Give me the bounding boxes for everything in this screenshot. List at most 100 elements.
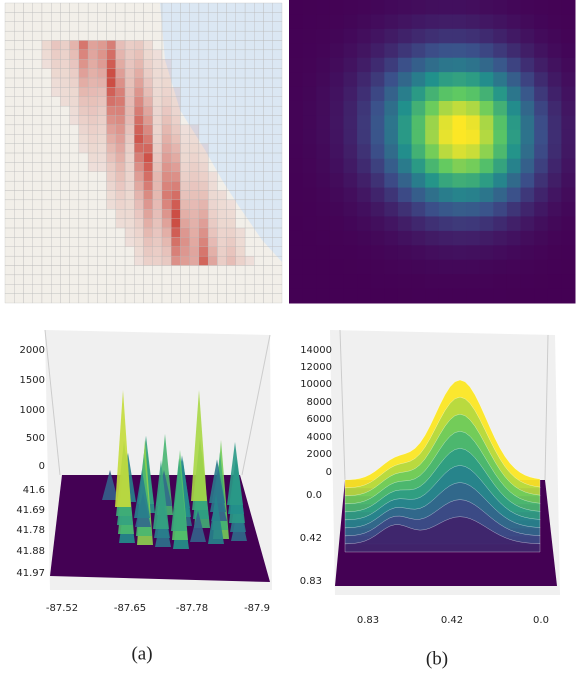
heat-cell xyxy=(302,202,317,217)
heat-cell xyxy=(493,216,508,232)
z-tick-label: 500 xyxy=(26,433,45,444)
map-cell xyxy=(152,152,163,163)
heat-cell xyxy=(438,259,453,275)
map-cell xyxy=(143,59,153,69)
heat-cell xyxy=(520,144,535,160)
map-cell xyxy=(161,209,172,219)
map-cell xyxy=(244,255,255,266)
heat-cell xyxy=(425,216,440,232)
heat-cell xyxy=(438,288,453,304)
map-cell xyxy=(171,190,181,201)
heat-cell xyxy=(289,115,304,131)
heat-cell xyxy=(384,274,399,290)
heat-cell xyxy=(329,14,344,30)
map-cell xyxy=(51,77,61,88)
heat-cell xyxy=(357,57,372,73)
heat-cell xyxy=(357,202,372,217)
map-cell xyxy=(124,180,135,191)
heat-cell xyxy=(534,144,549,160)
map-cell xyxy=(189,171,200,182)
map-cell xyxy=(69,68,80,79)
heat-cell xyxy=(411,288,426,304)
heat-cell xyxy=(302,115,317,131)
heat-cell xyxy=(479,173,494,189)
heat-cell xyxy=(547,101,562,116)
heat-cell xyxy=(534,216,549,232)
heat-cell xyxy=(561,144,576,160)
map-cell xyxy=(51,59,61,69)
heat-cell xyxy=(302,72,317,88)
heat-cell xyxy=(506,245,522,261)
heat-cell xyxy=(289,187,304,203)
map-cell xyxy=(143,171,153,182)
heat-cell xyxy=(411,115,426,131)
heat-cell xyxy=(520,245,535,261)
heat-cell xyxy=(425,57,440,73)
map-cell xyxy=(226,227,236,238)
z-tick-label: 1000 xyxy=(20,405,45,416)
heat-cell xyxy=(329,259,344,275)
heat-cell xyxy=(329,144,344,160)
x-tick-label: -87.9 xyxy=(244,603,270,614)
map-cell xyxy=(189,246,200,257)
map-cell xyxy=(115,134,126,144)
heat-cell xyxy=(397,43,413,59)
heat-cell xyxy=(493,14,508,30)
heat-cell xyxy=(479,57,494,73)
map-cell xyxy=(171,115,181,126)
map-cell xyxy=(106,162,116,172)
map-cell xyxy=(217,190,227,201)
map-cell xyxy=(97,87,107,97)
heat-cell xyxy=(329,288,344,304)
heat-cell xyxy=(506,0,522,15)
heat-cell xyxy=(370,216,385,232)
map-cell xyxy=(207,227,218,238)
heat-cell xyxy=(370,158,385,174)
heat-cell xyxy=(534,288,549,304)
map-cell xyxy=(106,190,116,201)
map-cell xyxy=(152,218,163,229)
map-cell xyxy=(134,227,144,238)
map-cell xyxy=(161,171,172,182)
map-cell xyxy=(124,209,135,219)
heat-cell xyxy=(452,115,467,131)
map-cell xyxy=(124,227,135,238)
map-cell xyxy=(87,115,98,126)
heat-cell xyxy=(289,158,304,174)
heat-cell xyxy=(384,288,399,304)
heat-cell xyxy=(425,0,440,15)
heat-cell xyxy=(411,230,426,246)
map-cell xyxy=(189,124,200,135)
heat-cell xyxy=(547,86,562,102)
heat-cell xyxy=(384,202,399,217)
heat-cell xyxy=(343,158,358,174)
heat-cell xyxy=(493,86,508,102)
map-cell xyxy=(180,218,190,229)
map-cell xyxy=(226,218,236,229)
map-cell xyxy=(180,171,190,182)
map-cell xyxy=(106,77,116,88)
heat-cell xyxy=(493,288,508,304)
map-cell xyxy=(161,68,172,79)
map-cell xyxy=(124,134,135,144)
heat-cell xyxy=(357,43,372,59)
map-cell xyxy=(152,105,163,116)
heat-cell xyxy=(289,0,304,15)
heat-cell xyxy=(411,259,426,275)
surface-plot-a xyxy=(44,329,272,590)
heat-cell xyxy=(397,86,413,102)
heat-cell xyxy=(506,230,522,246)
heat-cell xyxy=(452,259,467,275)
z-tick-label: 0 xyxy=(326,467,332,478)
heat-cell xyxy=(384,86,399,102)
map-cell xyxy=(161,190,172,201)
heat-cell xyxy=(397,72,413,88)
heat-cell xyxy=(520,57,535,73)
heat-cell xyxy=(547,202,562,217)
spike xyxy=(102,470,118,500)
heat-cell xyxy=(466,14,481,30)
heat-cell xyxy=(370,245,385,261)
heat-cell xyxy=(397,158,413,174)
heat-cell xyxy=(357,115,372,131)
heat-cell xyxy=(534,72,549,88)
